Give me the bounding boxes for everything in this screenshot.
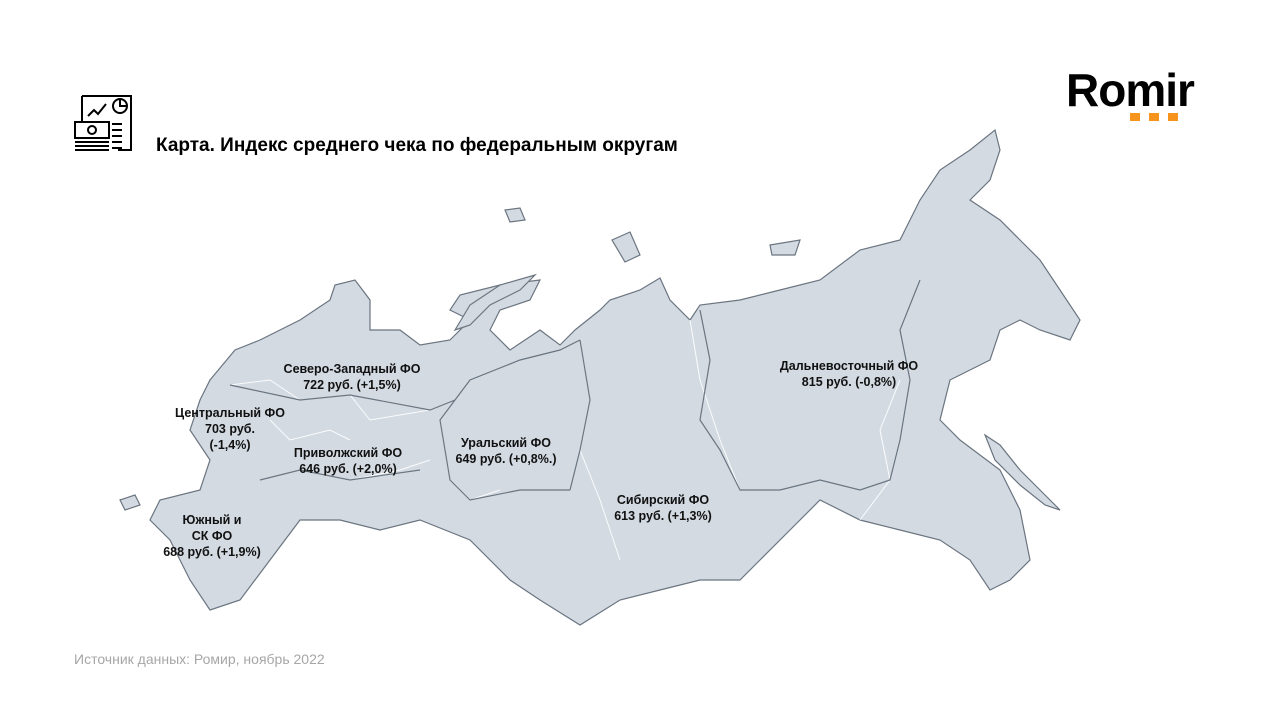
region-name: Уральский ФО xyxy=(461,436,551,450)
region-value: 815 руб. (-0,8%) xyxy=(801,375,897,389)
region-name: Южный и xyxy=(182,513,242,527)
region-label-northwest: Северо-Западный ФО 722 руб. (+1,5%) xyxy=(284,361,421,393)
logo-dots xyxy=(1130,113,1178,121)
region-name: Центральный ФО xyxy=(175,406,285,420)
region-value: 646 руб. (+2,0%) xyxy=(299,462,397,476)
region-value: 688 руб. (+1,9%) xyxy=(163,545,261,559)
federal-district-borders xyxy=(229,279,921,501)
region-value: 703 руб. xyxy=(205,422,255,436)
kaliningrad xyxy=(119,494,141,511)
arctic-islands xyxy=(504,207,801,263)
novaya-zemlya-island xyxy=(453,273,538,332)
region-name-line2: СК ФО xyxy=(191,529,233,543)
region-label-fareast: Дальневосточный ФО 815 руб. (-0,8%) xyxy=(780,358,918,390)
finance-report-icon xyxy=(74,95,132,151)
sakhalin-island xyxy=(983,433,1061,511)
region-label-volga: Приволжский ФО 646 руб. (+2,0%) xyxy=(294,445,402,477)
region-value: 613 руб. (+1,3%) xyxy=(614,509,712,523)
region-label-central: Центральный ФО 703 руб. (-1,4%) xyxy=(175,405,285,453)
region-change: (-1,4%) xyxy=(209,438,251,452)
region-value: 649 руб. (+0,8%.) xyxy=(455,452,557,466)
page-title: Карта. Индекс среднего чека по федеральн… xyxy=(156,135,678,156)
region-name: Северо-Западный ФО xyxy=(283,362,421,376)
romir-logo: Romir xyxy=(1066,64,1195,116)
region-label-south: Южный и СК ФО 688 руб. (+1,9%) xyxy=(163,512,261,560)
region-label-siberia: Сибирский ФО 613 руб. (+1,3%) xyxy=(614,492,712,524)
region-value: 722 руб. (+1,5%) xyxy=(303,378,401,392)
region-name: Сибирский ФО xyxy=(616,493,710,507)
region-name: Дальневосточный ФО xyxy=(779,359,919,373)
region-name: Приволжский ФО xyxy=(293,446,403,460)
region-label-ural: Уральский ФО 649 руб. (+0,8%.) xyxy=(455,435,556,467)
source-note: Источник данных: Ромир, ноябрь 2022 xyxy=(74,651,325,667)
